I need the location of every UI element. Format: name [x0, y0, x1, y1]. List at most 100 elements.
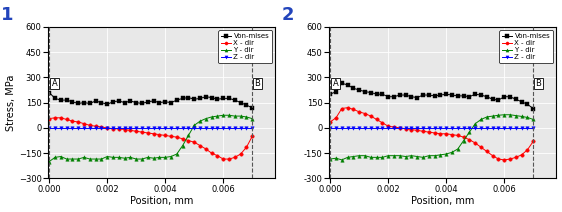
Z - dir — [524, 127, 531, 129]
Z - dir — [64, 127, 70, 129]
Von-mises — [425, 94, 432, 96]
Von-mises — [466, 95, 473, 98]
Y - dir — [338, 159, 345, 161]
Von-mises — [478, 94, 484, 96]
Z - dir — [448, 127, 455, 129]
Von-mises — [133, 101, 139, 104]
X - dir — [144, 132, 151, 134]
Y - dir — [472, 122, 479, 125]
Von-mises — [110, 100, 116, 103]
Y - dir — [92, 158, 99, 160]
Z - dir — [472, 127, 479, 129]
Y - dir — [524, 116, 531, 119]
Von-mises — [75, 102, 81, 105]
Z - dir — [185, 127, 192, 129]
Von-mises — [197, 97, 203, 100]
Y - dir — [530, 118, 537, 121]
X - dir — [361, 112, 368, 115]
Y - dir — [237, 115, 244, 117]
Von-mises — [373, 93, 380, 95]
Y - dir — [115, 156, 122, 159]
X - dir — [443, 132, 450, 135]
Z - dir — [139, 127, 146, 129]
Z - dir — [350, 127, 357, 129]
Von-mises — [232, 99, 238, 101]
Y - dir — [104, 155, 111, 158]
Line: X - dir: X - dir — [328, 106, 535, 162]
Y - dir — [64, 158, 70, 160]
Line: Von-mises: Von-mises — [47, 91, 254, 109]
Z - dir — [327, 127, 334, 129]
Von-mises — [327, 93, 334, 95]
Von-mises — [437, 94, 444, 96]
Z - dir — [425, 127, 432, 129]
X - dir — [478, 146, 484, 149]
Y - dir — [414, 155, 420, 158]
Von-mises — [507, 95, 514, 98]
Y - dir — [87, 158, 93, 160]
Z - dir — [368, 127, 374, 129]
Von-mises — [431, 95, 438, 97]
Z - dir — [385, 127, 392, 129]
Z - dir — [391, 127, 397, 129]
Z - dir — [191, 127, 198, 129]
Z - dir — [396, 127, 403, 129]
X - dir — [232, 156, 238, 159]
X - dir — [373, 118, 380, 121]
Z - dir — [408, 127, 415, 129]
X - dir — [414, 129, 420, 132]
Von-mises — [483, 95, 490, 98]
Y-axis label: Stress, MPa: Stress, MPa — [6, 74, 16, 131]
Z - dir — [518, 127, 525, 129]
Y - dir — [333, 157, 339, 159]
Z - dir — [495, 127, 502, 129]
X-axis label: Position, mm: Position, mm — [130, 197, 193, 206]
Y - dir — [52, 156, 58, 159]
Von-mises — [455, 95, 461, 97]
X - dir — [127, 129, 134, 132]
Von-mises — [524, 103, 531, 106]
Von-mises — [460, 95, 467, 97]
Z - dir — [75, 127, 81, 129]
Z - dir — [402, 127, 409, 129]
X - dir — [379, 121, 386, 124]
Y - dir — [402, 155, 409, 158]
Z - dir — [420, 127, 427, 129]
Y - dir — [483, 116, 490, 118]
Line: Z - dir: Z - dir — [328, 126, 535, 130]
Z - dir — [513, 127, 519, 129]
X - dir — [121, 128, 128, 131]
Text: 1: 1 — [1, 6, 13, 24]
X - dir — [133, 130, 139, 132]
Y - dir — [368, 156, 374, 159]
Text: B: B — [536, 79, 541, 88]
X - dir — [69, 120, 76, 122]
Y - dir — [466, 131, 473, 133]
Von-mises — [490, 98, 496, 100]
X - dir — [249, 135, 256, 138]
Y - dir — [345, 156, 351, 159]
Text: 2: 2 — [282, 6, 294, 24]
Z - dir — [174, 127, 180, 129]
X - dir — [110, 127, 116, 130]
Z - dir — [202, 127, 209, 129]
Z - dir — [115, 127, 122, 129]
Von-mises — [156, 101, 163, 104]
Von-mises — [443, 93, 450, 95]
X - dir — [402, 127, 409, 130]
Von-mises — [420, 94, 427, 96]
Y - dir — [191, 124, 198, 127]
Z - dir — [179, 127, 186, 129]
X - dir — [483, 150, 490, 153]
Y - dir — [202, 117, 209, 120]
Y - dir — [133, 158, 139, 160]
Von-mises — [92, 100, 99, 102]
Z - dir — [80, 127, 87, 129]
Von-mises — [115, 100, 122, 102]
Z - dir — [333, 127, 339, 129]
Z - dir — [361, 127, 368, 129]
X - dir — [333, 117, 339, 119]
Von-mises — [249, 106, 256, 109]
Y - dir — [156, 156, 163, 159]
X - dir — [162, 134, 169, 137]
